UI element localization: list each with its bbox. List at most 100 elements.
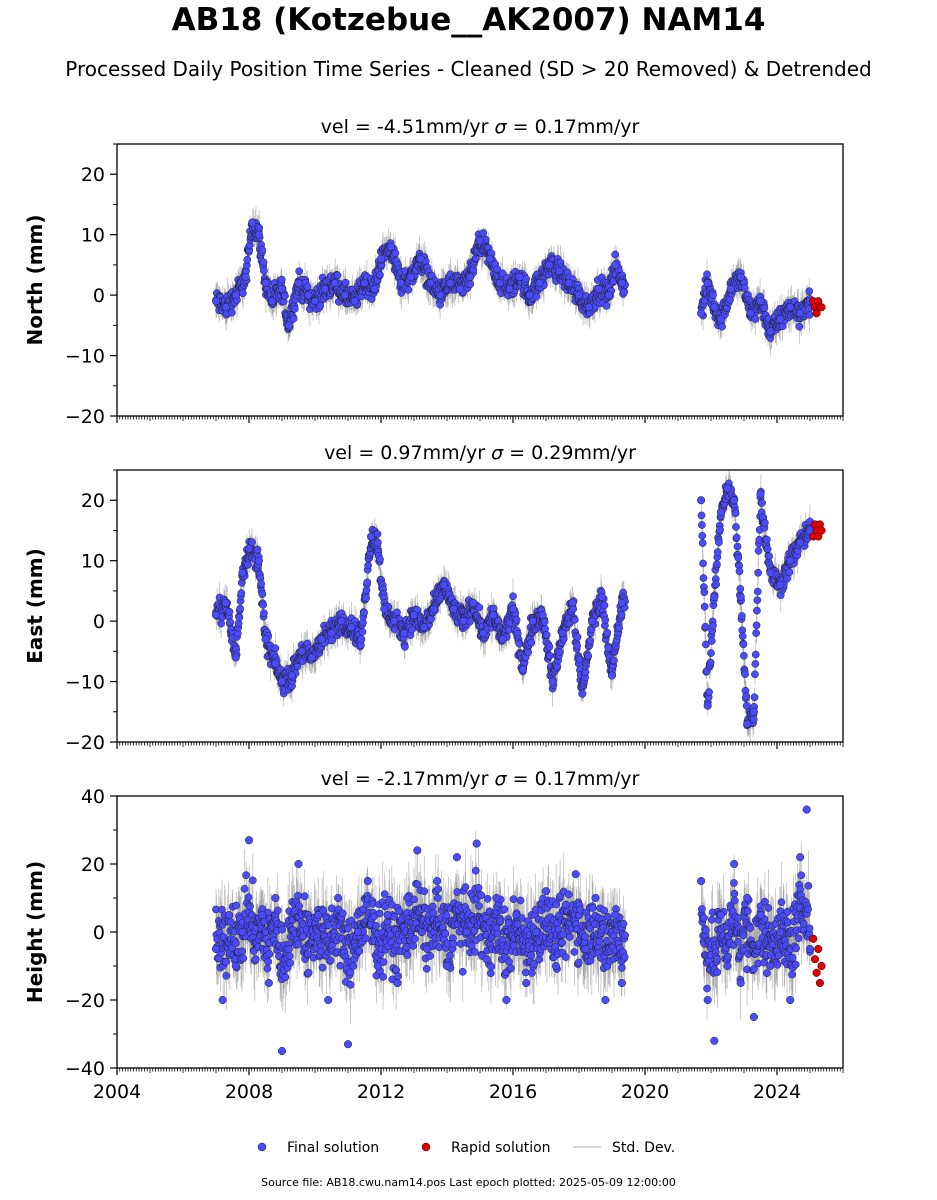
final-point [805,944,815,954]
final-point [254,230,263,239]
rapid-solution-points [809,520,826,541]
final-point [429,604,438,614]
final-point [469,598,478,608]
final-point [472,839,481,848]
y-tick-label: 40 [81,786,105,808]
final-point [743,893,752,903]
sigma-symbol: σ [495,116,508,138]
final-point [277,677,287,686]
final-point [558,629,567,638]
final-point [294,278,303,288]
final-point [786,303,795,312]
y-tick-label: 10 [81,551,105,573]
final-point [617,598,626,608]
final-point [574,291,584,300]
final-point [528,617,537,626]
final-point [776,580,785,589]
x-ticks [116,416,844,423]
final-point [607,671,617,680]
source-footer: Source file: AB18.cwu.nam14.pos Last epo… [261,1176,676,1189]
sigma-label: = 0.29mm/yr [503,442,636,464]
final-point [541,887,551,896]
final-point [390,617,399,626]
final-point [251,955,260,964]
final-point [710,1036,719,1045]
final-point [766,568,775,577]
final-point [512,910,521,920]
final-point [459,617,468,626]
final-solution-points [211,805,815,1056]
x-tick-label: 2012 [357,1081,405,1103]
final-point [367,532,376,541]
final-point [225,910,234,920]
final-point [396,278,405,288]
final-point [268,297,277,306]
y-tick-label: −10 [65,672,105,694]
final-point [413,846,422,855]
y-tick-label: −40 [65,1058,105,1080]
final-point [617,278,626,288]
final-point [307,653,316,662]
legend-item: Std. Dev. [573,1140,675,1156]
final-point [703,278,712,288]
figure-title: AB18 (Kotzebue__AK2007) NAM14 [171,2,766,38]
y-tick-label: −10 [65,346,105,368]
legend: Final solution Rapid solution Std. Dev. [257,1140,675,1156]
y-tick-label: −20 [65,406,105,428]
rapid-point [810,955,820,964]
x-ticks: 2004 2008 2012 2016 2020 2024 [93,1068,844,1103]
y-ticks: −40 −20 0 20 40 [65,786,117,1080]
final-point [347,623,356,632]
final-point [218,995,227,1005]
final-point [238,927,247,937]
final-point [802,805,811,814]
final-point [211,297,221,306]
sigma-symbol: σ [491,442,504,464]
x-tick-label: 2016 [489,1081,537,1103]
final-point [466,272,475,282]
final-point [360,278,369,288]
legend-label: Std. Dev. [612,1140,675,1156]
final-point [578,689,587,698]
final-point [462,927,471,937]
final-point [221,598,230,608]
final-point [594,285,603,294]
final-point [370,285,379,294]
final-point [357,635,366,644]
final-point [436,291,445,300]
final-point [489,611,498,620]
panel-title: vel = 0.97mm/yr σ = 0.29mm/yr [324,442,636,464]
final-point [442,961,452,971]
data-layer [211,470,826,741]
final-point [211,611,221,620]
final-point [499,635,508,644]
sigma-label: = 0.17mm/yr [507,116,640,138]
final-point [545,260,554,269]
final-point [330,278,339,288]
final-point [697,876,706,886]
final-point [518,665,527,674]
final-point [376,254,386,263]
final-point [551,961,560,971]
final-point [482,955,491,964]
rapid-solution-points [809,297,826,318]
final-point [716,508,725,517]
x-tick-label: 2024 [753,1081,801,1103]
final-point [617,978,626,988]
final-point [244,544,254,553]
final-point [743,719,752,728]
final-point [786,995,795,1005]
final-point [756,910,765,920]
final-point [231,653,240,662]
final-point [433,876,442,886]
final-point [495,278,504,288]
final-point [730,859,739,869]
final-solution-marker [257,1142,267,1152]
final-point [604,291,613,300]
final-point [766,327,775,336]
legend-item: Final solution [257,1140,379,1156]
final-point [456,285,465,294]
final-point [508,604,518,614]
final-point [535,278,544,288]
y-tick-label: −20 [65,732,105,754]
